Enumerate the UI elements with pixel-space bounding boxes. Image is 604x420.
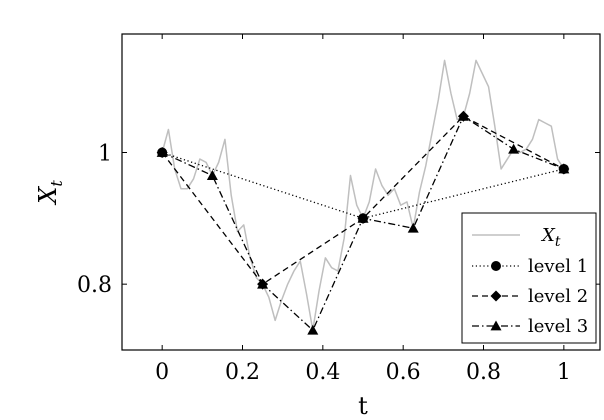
legend-marker-level-3: [490, 320, 502, 331]
series-level-3: [156, 110, 570, 335]
data-point-level-3: [457, 110, 469, 121]
data-point-level-3: [407, 222, 419, 233]
data-point-level-3: [558, 163, 570, 174]
data-point-level-3: [206, 170, 218, 180]
x-tick-label: 0.6: [386, 360, 421, 385]
x-axis-label: t: [358, 392, 368, 420]
y-axis-label: Xt: [34, 180, 66, 206]
x-tick-label: 0.2: [225, 360, 260, 385]
y-axis-ticks: 0.81: [77, 142, 600, 298]
data-point-level-3: [156, 147, 168, 157]
series-line-level-1: [161, 151, 565, 219]
y-tick-label: 0.8: [77, 273, 112, 298]
legend: Xt level 1 level 2 level 3: [461, 212, 597, 344]
legend-entries: Xt level 1 level 2 level 3: [472, 225, 588, 337]
x-tick-label: 1: [557, 360, 571, 385]
x-axis-ticks: 0 0.2 0.4 0.6 0.8 1: [155, 34, 571, 385]
y-axis-label-base: X: [34, 186, 62, 206]
legend-marker-level-1: [491, 261, 501, 271]
data-point-level-3: [508, 143, 520, 154]
legend-label-x-t: Xt: [540, 225, 561, 250]
data-point-level-3: [357, 212, 369, 223]
x-tick-label: 0.8: [466, 360, 501, 385]
x-tick-label: 0: [155, 360, 169, 385]
x-tick-label: 0.4: [305, 360, 340, 385]
data-point-level-3: [307, 324, 319, 335]
legend-label-level-3: level 3: [528, 316, 588, 337]
data-point-level-3: [257, 278, 269, 289]
legend-label-level-2: level 2: [528, 286, 588, 307]
series-layer: [156, 59, 570, 335]
y-axis-label-subscript: t: [47, 180, 66, 187]
plot-frame: [121, 33, 601, 351]
legend-marker-level-2: [490, 290, 502, 302]
y-tick-label: 1: [98, 142, 112, 167]
legend-label-level-1: level 1: [528, 256, 588, 277]
